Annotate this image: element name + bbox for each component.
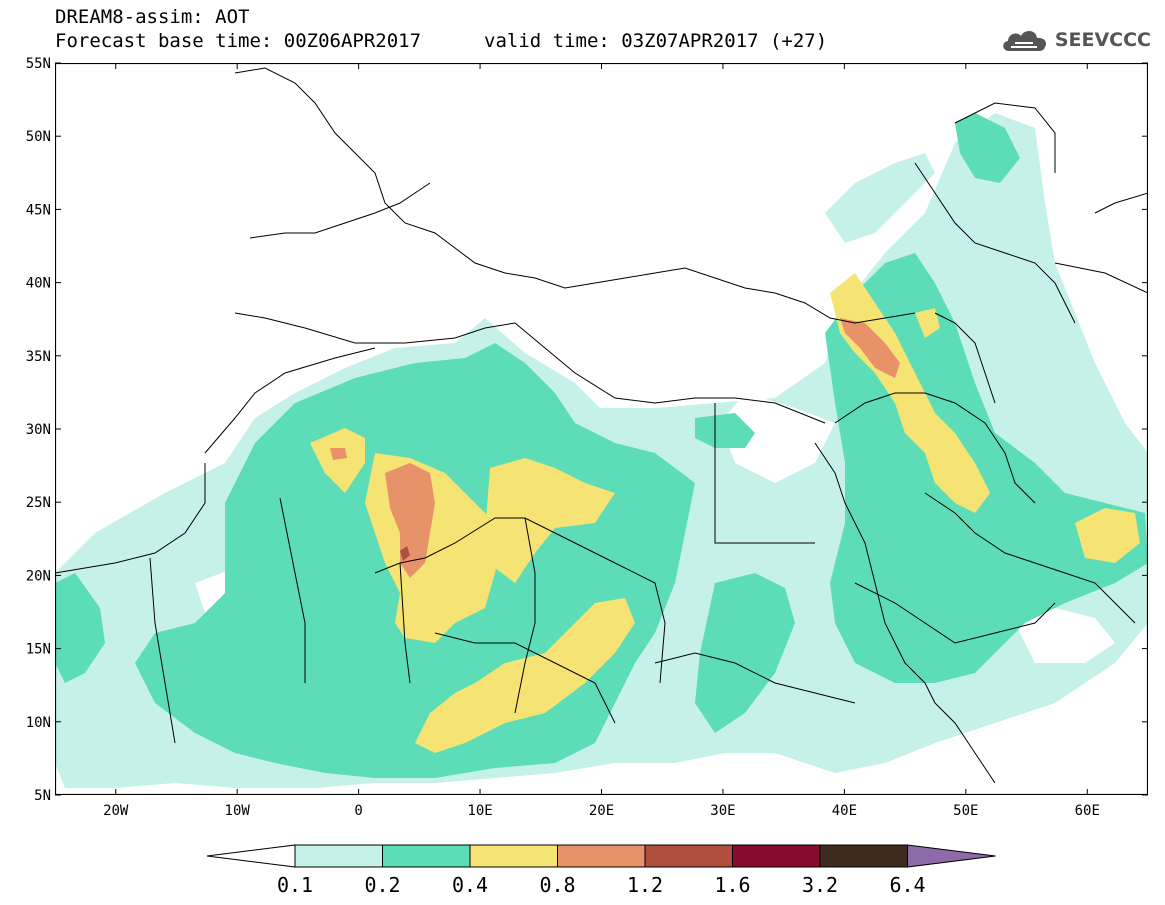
- aot-map: [55, 63, 1148, 795]
- lon-tick-label: 10W: [225, 803, 251, 819]
- colorbar-segment: [819, 844, 908, 868]
- colorbar-segment: [382, 844, 471, 868]
- forecast-base-time: Forecast base time: 00Z06APR2017: [55, 30, 422, 52]
- aot-band-0.8-1.2: [330, 318, 900, 578]
- lon-tick-label: 40E: [832, 803, 857, 819]
- lat-tick-label: 20N: [26, 568, 51, 584]
- lat-tick-label: 30N: [26, 422, 51, 438]
- cloud-icon: [1003, 30, 1046, 51]
- aot-band-1.2-1.6: [400, 546, 410, 561]
- lat-tick-label: 50N: [26, 129, 51, 145]
- lon-tick-label: 20W: [103, 803, 129, 819]
- colorbar-segment: [294, 844, 383, 868]
- lat-tick-label: 45N: [26, 202, 51, 218]
- colorbar-under-triangle: [206, 844, 296, 868]
- colorbar-segments: [206, 844, 996, 868]
- lon-tick-label: 10E: [467, 803, 492, 819]
- lat-tick-label: 5N: [34, 788, 51, 804]
- logo-text: SEEVCCC: [1054, 29, 1151, 51]
- lon-tick-label: 20E: [589, 803, 614, 819]
- colorbar: 0.1 0.2 0.4 0.8 1.2 1.6 3.2 6.4: [206, 844, 996, 897]
- colorbar-over-triangle: [907, 844, 996, 868]
- colorbar-label: 0.1: [277, 873, 313, 897]
- colorbar-label: 0.8: [539, 873, 575, 897]
- lat-tick-label: 40N: [26, 276, 51, 292]
- chart-title: DREAM8-assim: AOT: [55, 6, 250, 28]
- lat-tick-label: 25N: [26, 495, 51, 511]
- colorbar-segment: [469, 844, 558, 868]
- colorbar-label: 1.2: [627, 873, 663, 897]
- coastlines-borders: [55, 67, 1148, 784]
- lon-tick-label: 60E: [1075, 803, 1100, 819]
- colorbar-label: 1.6: [714, 873, 750, 897]
- valid-time: valid time: 03Z07APR2017 (+27): [484, 30, 828, 52]
- colorbar-segment: [557, 844, 646, 868]
- lat-tick-label: 10N: [26, 715, 51, 731]
- colorbar-label: 0.2: [364, 873, 400, 897]
- lon-tick-label: 30E: [710, 803, 735, 819]
- colorbar-segment: [732, 844, 821, 868]
- lat-tick-label: 35N: [26, 349, 51, 365]
- lat-tick-label: 15N: [26, 642, 51, 658]
- colorbar-segment: [644, 844, 733, 868]
- seevccc-logo: SEEVCCC: [999, 22, 1151, 58]
- colorbar-label: 6.4: [889, 873, 925, 897]
- colorbar-labels: 0.1 0.2 0.4 0.8 1.2 1.6 3.2 6.4: [277, 873, 926, 897]
- colorbar-label: 0.4: [452, 873, 488, 897]
- lat-tick-label: 55N: [26, 56, 51, 72]
- lon-tick-label: 0: [354, 803, 362, 819]
- lon-tick-label: 50E: [953, 803, 978, 819]
- colorbar-label: 3.2: [802, 873, 838, 897]
